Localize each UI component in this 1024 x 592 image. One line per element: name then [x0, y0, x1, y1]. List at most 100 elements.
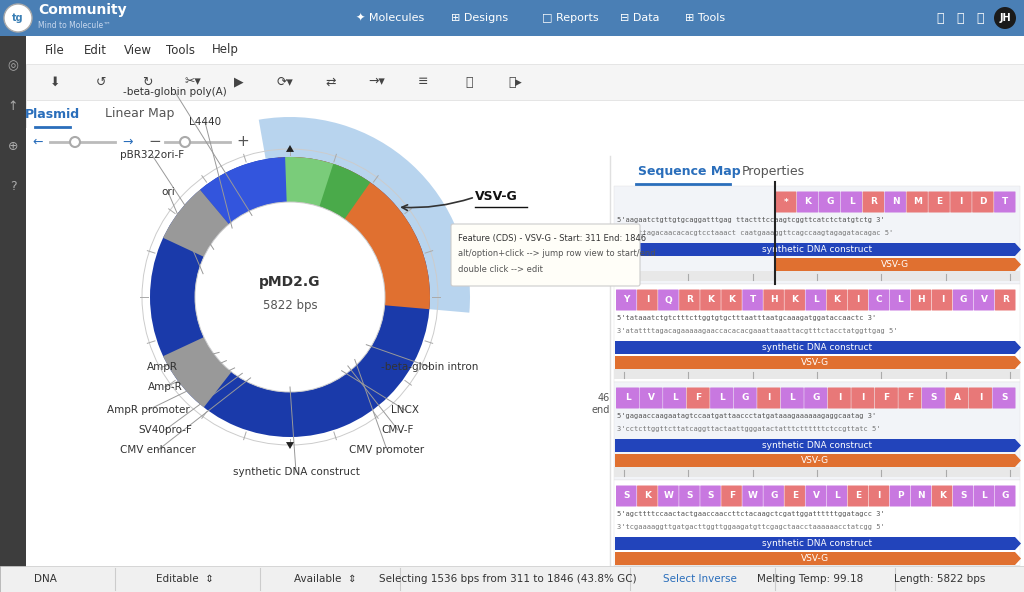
Text: tg: tg — [12, 13, 24, 23]
Text: VSV-G: VSV-G — [801, 456, 828, 465]
Text: R: R — [686, 295, 693, 304]
FancyBboxPatch shape — [616, 485, 637, 507]
FancyBboxPatch shape — [953, 485, 974, 507]
Text: E: E — [936, 198, 942, 207]
Polygon shape — [286, 145, 294, 152]
FancyBboxPatch shape — [841, 191, 862, 213]
Text: G: G — [671, 590, 679, 592]
Text: P: P — [897, 491, 903, 500]
Text: CMV promoter: CMV promoter — [349, 445, 425, 455]
Text: L: L — [835, 491, 840, 500]
FancyBboxPatch shape — [721, 289, 741, 310]
Text: R: R — [870, 198, 877, 207]
Text: L: L — [625, 394, 631, 403]
Text: S: S — [624, 491, 630, 500]
Text: Properties: Properties — [742, 166, 805, 179]
FancyBboxPatch shape — [664, 388, 686, 408]
Text: Plasmid: Plasmid — [25, 108, 80, 121]
Text: ⊕: ⊕ — [8, 140, 18, 153]
Text: T: T — [1001, 198, 1009, 207]
Bar — [615, 454, 1014, 467]
FancyBboxPatch shape — [994, 191, 1016, 213]
FancyBboxPatch shape — [804, 584, 827, 592]
Text: I: I — [959, 198, 963, 207]
Text: 🔍▸: 🔍▸ — [508, 76, 522, 88]
Wedge shape — [200, 157, 290, 224]
FancyBboxPatch shape — [974, 485, 994, 507]
FancyBboxPatch shape — [910, 485, 931, 507]
Text: L4440: L4440 — [189, 117, 221, 127]
Bar — [614, 186, 1020, 284]
Wedge shape — [163, 190, 229, 257]
Text: L: L — [849, 198, 855, 207]
Text: VSV-G: VSV-G — [801, 554, 828, 563]
Bar — [0, 0, 1024, 36]
Text: ◎: ◎ — [7, 60, 18, 72]
Text: R: R — [1002, 295, 1009, 304]
Text: I: I — [878, 491, 881, 500]
FancyBboxPatch shape — [700, 485, 721, 507]
Bar — [614, 578, 1020, 592]
FancyArrow shape — [1010, 439, 1021, 452]
Circle shape — [994, 7, 1016, 29]
Text: VSV-G: VSV-G — [475, 191, 518, 204]
Text: K: K — [834, 295, 841, 304]
Text: synthetic DNA construct: synthetic DNA construct — [232, 467, 359, 477]
Text: K: K — [792, 295, 799, 304]
FancyBboxPatch shape — [686, 388, 710, 408]
Text: S: S — [931, 394, 937, 403]
FancyBboxPatch shape — [826, 485, 847, 507]
Bar — [615, 439, 1015, 452]
Text: H: H — [918, 295, 925, 304]
Text: File: File — [45, 43, 65, 56]
Text: 🔔: 🔔 — [936, 11, 944, 24]
FancyBboxPatch shape — [851, 584, 874, 592]
Text: ⇄: ⇄ — [326, 76, 336, 88]
Text: C: C — [876, 295, 883, 304]
Text: ?: ? — [9, 179, 16, 192]
Text: Y: Y — [624, 295, 630, 304]
Text: Length: 5822 bps: Length: 5822 bps — [894, 574, 986, 584]
Circle shape — [70, 137, 80, 147]
Text: S: S — [708, 491, 714, 500]
FancyArrow shape — [1010, 356, 1021, 369]
Text: Community: Community — [38, 3, 127, 17]
FancyBboxPatch shape — [658, 485, 679, 507]
Text: JH: JH — [999, 13, 1011, 23]
Text: 5822 bps: 5822 bps — [263, 298, 317, 311]
FancyBboxPatch shape — [827, 388, 851, 408]
Bar — [26, 100, 1024, 128]
Text: W: W — [664, 491, 674, 500]
FancyBboxPatch shape — [969, 388, 992, 408]
Text: 3'atattttagacagaaaaagaaccacacacgaaattaaattacgtttctacctatggttgag 5': 3'atattttagacagaaaaagaaccacacacgaaattaaa… — [617, 328, 897, 334]
Text: ⊞ Tools: ⊞ Tools — [685, 13, 725, 23]
Text: I: I — [941, 295, 944, 304]
FancyBboxPatch shape — [929, 191, 950, 213]
Text: 🔍: 🔍 — [976, 11, 984, 24]
Wedge shape — [163, 337, 231, 407]
Text: G: G — [959, 295, 967, 304]
FancyBboxPatch shape — [890, 485, 910, 507]
Text: Editable  ⇕: Editable ⇕ — [156, 574, 214, 584]
Text: I: I — [838, 394, 842, 403]
FancyBboxPatch shape — [733, 388, 757, 408]
FancyBboxPatch shape — [890, 289, 910, 310]
Text: G: G — [741, 394, 750, 403]
Text: M: M — [913, 198, 922, 207]
FancyBboxPatch shape — [806, 289, 826, 310]
FancyArrow shape — [1010, 537, 1021, 550]
Text: Feature (CDS) - VSV-G - Start: 311 End: 1846: Feature (CDS) - VSV-G - Start: 311 End: … — [458, 233, 646, 243]
Circle shape — [195, 202, 385, 392]
Text: Mind to Molecule™: Mind to Molecule™ — [38, 21, 111, 31]
Text: A: A — [930, 590, 937, 592]
FancyBboxPatch shape — [992, 388, 1016, 408]
FancyBboxPatch shape — [616, 388, 639, 408]
Text: end: end — [592, 405, 610, 415]
Text: 5'aagaatctgttgtgcaggatttgag ttactttccaagtcggttcatctctatgtctg 3': 5'aagaatctgttgtgcaggatttgag ttactttccaag… — [617, 217, 885, 223]
FancyBboxPatch shape — [637, 485, 657, 507]
Wedge shape — [259, 117, 470, 313]
Text: →: → — [123, 136, 133, 149]
FancyBboxPatch shape — [757, 388, 780, 408]
Text: I: I — [861, 394, 864, 403]
Text: Help: Help — [212, 43, 239, 56]
